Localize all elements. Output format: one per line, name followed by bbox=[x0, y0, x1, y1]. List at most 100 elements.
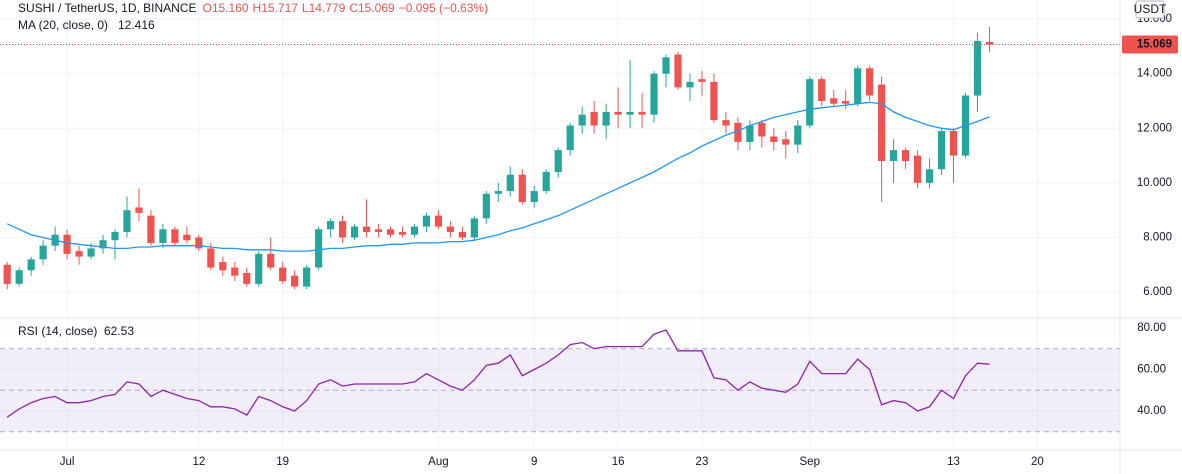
change: −0.095 (−0.63%) bbox=[399, 1, 488, 15]
candle-body bbox=[123, 210, 131, 233]
candle-body bbox=[602, 111, 610, 126]
candle-body bbox=[913, 155, 922, 183]
candle-body bbox=[973, 40, 982, 96]
rsi-line bbox=[6, 329, 990, 418]
candle-body bbox=[854, 68, 862, 104]
candle-body bbox=[159, 229, 167, 243]
candle-body bbox=[842, 100, 850, 104]
candle-body bbox=[171, 229, 179, 243]
candle-body bbox=[458, 232, 466, 238]
candle-body bbox=[710, 81, 718, 121]
candle-body bbox=[87, 248, 95, 257]
ohlc-value: O15.160 bbox=[203, 1, 249, 15]
candle-body bbox=[338, 221, 347, 238]
ma-legend: MA (20, close, 0) bbox=[18, 18, 108, 32]
candle-body bbox=[374, 229, 383, 233]
candle-body bbox=[279, 267, 287, 282]
candle-body bbox=[99, 240, 107, 249]
candle-body bbox=[219, 262, 227, 271]
y-tick-label: 12.000 bbox=[1137, 122, 1172, 134]
candle-body bbox=[39, 245, 47, 260]
candle-body bbox=[207, 248, 215, 268]
candle-body bbox=[303, 267, 311, 287]
candle-body bbox=[662, 57, 670, 74]
candle-body bbox=[925, 169, 934, 183]
x-tick-label: 23 bbox=[696, 456, 709, 468]
candle-body bbox=[398, 232, 407, 235]
candle-body bbox=[15, 270, 23, 284]
candle-body bbox=[470, 218, 478, 238]
candle-body bbox=[542, 171, 550, 192]
candle-body bbox=[315, 229, 323, 268]
candle-body bbox=[183, 234, 191, 241]
candle-body bbox=[578, 114, 586, 126]
rsi-tick-label: 40.00 bbox=[1137, 405, 1166, 417]
x-tick-label: 12 bbox=[192, 456, 205, 468]
x-tick-label: 16 bbox=[612, 456, 625, 468]
x-tick-label: 19 bbox=[276, 456, 289, 468]
candle-body bbox=[722, 120, 730, 126]
candle-body bbox=[734, 122, 742, 142]
x-tick-label: Aug bbox=[428, 456, 448, 468]
candle-body bbox=[937, 131, 946, 170]
candle-body bbox=[422, 215, 431, 227]
x-tick-label: 20 bbox=[1031, 456, 1044, 468]
ma-value: 12.416 bbox=[118, 18, 155, 32]
candle-body bbox=[434, 215, 443, 227]
candle-body bbox=[291, 275, 299, 287]
candle-body bbox=[650, 73, 658, 115]
y-tick-label: 6.000 bbox=[1143, 286, 1172, 298]
currency[interactable]: USDT bbox=[1134, 2, 1167, 16]
candle-body bbox=[698, 79, 706, 82]
candle-body bbox=[3, 264, 11, 284]
candle-body bbox=[27, 259, 35, 271]
candle-body bbox=[638, 111, 646, 115]
candle-body bbox=[255, 253, 263, 284]
candle-body bbox=[350, 226, 359, 238]
x-tick-label: Jul bbox=[60, 456, 75, 468]
candle-body bbox=[111, 232, 119, 241]
currency-box[interactable] bbox=[1135, 0, 1165, 19]
candle-body bbox=[494, 191, 502, 194]
x-tick-label: Sep bbox=[800, 456, 820, 468]
rsi-tick-label: 80.00 bbox=[1137, 322, 1166, 334]
y-tick-label: 14.000 bbox=[1137, 68, 1172, 80]
candle-body bbox=[410, 226, 419, 235]
y-tick-label: 10.000 bbox=[1137, 177, 1172, 189]
x-tick-label: 9 bbox=[531, 456, 537, 468]
candle-body bbox=[566, 125, 574, 151]
candle-body bbox=[985, 42, 994, 45]
candle-body bbox=[147, 215, 155, 243]
ohlc-value: C15.069 bbox=[349, 1, 395, 15]
candle-body bbox=[482, 193, 490, 219]
candle-body bbox=[530, 191, 538, 202]
candle-body bbox=[446, 226, 454, 233]
last-price-box bbox=[1122, 35, 1178, 54]
candle-body bbox=[626, 111, 634, 115]
candle-body bbox=[878, 84, 886, 162]
candle-body bbox=[362, 226, 371, 233]
candle-body bbox=[949, 131, 958, 156]
rsi-legend: RSI (14, close) bbox=[18, 324, 97, 338]
symbol-title: SUSHI / TetherUS, 1D, BINANCE bbox=[18, 1, 197, 15]
y-tick-label: 8.000 bbox=[1143, 232, 1172, 244]
candle-body bbox=[746, 125, 754, 142]
candle-body bbox=[386, 229, 395, 235]
candle-body bbox=[243, 272, 251, 284]
candle-body bbox=[75, 251, 83, 257]
last-price-label: 15.069 bbox=[1137, 39, 1172, 51]
rsi-tick-label: 60.00 bbox=[1137, 364, 1166, 376]
candle-body bbox=[830, 98, 838, 104]
ohlc-values: O15.160 H15.717 L14.779 C15.069 −0.095 (−0.6… bbox=[203, 1, 489, 15]
candle-body bbox=[614, 111, 622, 115]
candle-body bbox=[231, 267, 239, 276]
candle-body bbox=[818, 79, 826, 101]
candle-body bbox=[554, 150, 562, 172]
candle-body bbox=[135, 207, 143, 213]
candle-body bbox=[674, 54, 682, 88]
candle-body bbox=[195, 237, 203, 249]
candle-body bbox=[518, 174, 526, 202]
ohlc-value: L14.779 bbox=[302, 1, 346, 15]
candle-body bbox=[63, 234, 71, 254]
candle-body bbox=[901, 150, 910, 162]
